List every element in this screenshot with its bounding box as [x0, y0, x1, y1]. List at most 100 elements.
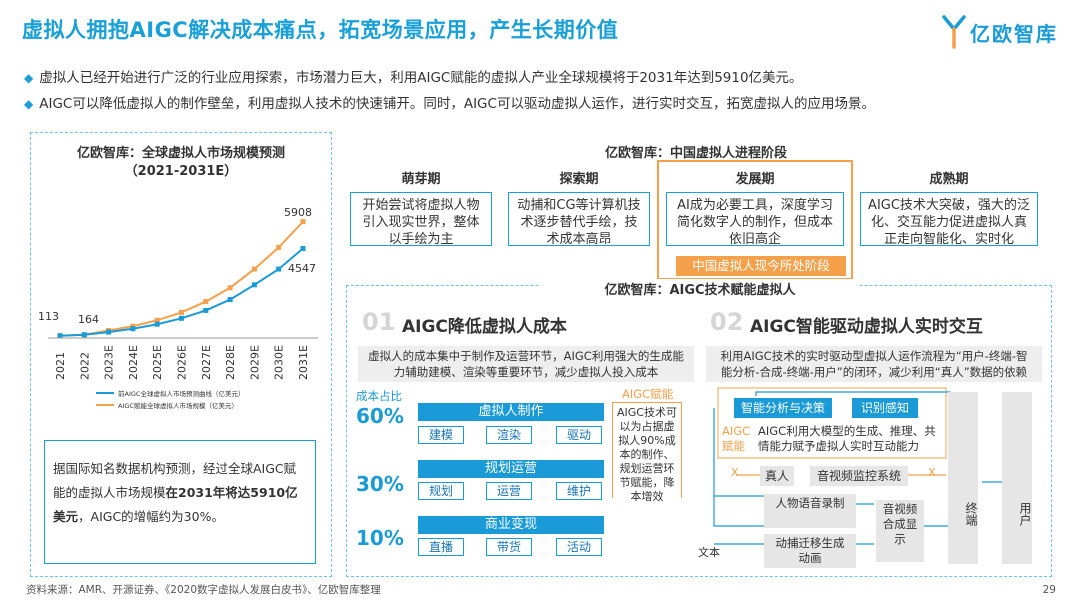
legend-orange: AIGC赋能全球虚拟人市场规模（亿美元）: [118, 401, 238, 410]
row-operation: 规划运营: [418, 460, 604, 478]
aigc-empower-text: AIGC利用大模型的生成、推理、共情能力赋予虚拟人实时互动能力: [758, 424, 936, 453]
tag-driving: 驱动: [556, 426, 602, 444]
cost-heading: AIGC降低虚拟人成本: [402, 317, 567, 337]
empower-bracket: [612, 402, 682, 498]
legend-blue: 前AIGC全球虚拟人市场预测曲线（亿美元）: [118, 389, 244, 398]
series-0-point-2031E: [300, 245, 306, 251]
x-tick-2021: 2021: [54, 352, 67, 380]
stage-desc-1: 开始尝试将虚拟人物引入现实世界，整体以手绘为主: [350, 192, 492, 247]
page-number: 29: [1042, 584, 1056, 596]
chart-title: 亿欧智库：全球虚拟人市场规模预测: [76, 146, 285, 161]
chart-subtitle: （2021-2031E）: [124, 164, 238, 179]
av-compose-box: 音视频合成显示: [876, 500, 924, 562]
forecast-note: 据国际知名数据机构预测，经过全球AIGC赋能的虚拟人市场规模在2031年将达59…: [44, 440, 316, 564]
motion-box: 动捕迁移生成动画: [764, 534, 856, 568]
user-box: 用户: [1002, 392, 1032, 564]
series-1-point-2028E: [227, 285, 233, 291]
current-stage-label: 中国虚拟人现今所处阶段: [676, 256, 846, 276]
x-tick-2029E: 2029E: [248, 345, 261, 380]
bullet-1: ◆ 虚拟人已经开始进行广泛的行业应用探索，市场潜力巨大，利用AIGC赋能的虚拟人产…: [24, 70, 803, 86]
flow-left: [713, 408, 764, 527]
real-person-box: 真人: [760, 466, 794, 486]
interact-desc: 利用AIGC技术的实时驱动型虚拟人运作流程为“用户-终端-智能分析-合成-终端-…: [706, 346, 1042, 382]
aigc-frame: [717, 387, 947, 459]
stage-name-2: 探索期: [559, 172, 599, 187]
label-5908: 5908: [284, 206, 312, 219]
tag-modeling: 建模: [418, 426, 464, 444]
logo-text: 亿欧智库: [970, 21, 1058, 46]
row-production: 虚拟人制作: [418, 403, 604, 421]
page-title: 虚拟人拥抱AIGC解决成本痛点，拓宽场景应用，产生长期价值: [22, 18, 619, 42]
x-tick-2025E: 2025E: [151, 345, 164, 380]
diamond-icon: ◆: [24, 71, 34, 85]
stage-name-1: 萌芽期: [401, 172, 441, 187]
av-monitor-box: 音视频监控系统: [810, 466, 908, 486]
x-tick-2022: 2022: [78, 352, 91, 380]
series-0-point-2021: [57, 333, 63, 339]
tag-rendering: 渲染: [486, 426, 532, 444]
series-0-point-2024E: [130, 326, 136, 332]
label-164: 164: [78, 313, 99, 326]
legend: 前AIGC全球虚拟人市场预测曲线（亿美元） AIGC赋能全球虚拟人市场规模（亿美…: [96, 389, 244, 410]
tag-planning: 规划: [418, 482, 464, 500]
pct-10: 10%: [356, 526, 404, 550]
stage-desc-2: 动捕和CG等计算机技术逐步替代手绘，技术成本高昂: [508, 192, 650, 247]
pct-30: 30%: [356, 472, 404, 496]
x-tick-2027E: 2027E: [200, 345, 213, 380]
pct-60: 60%: [356, 404, 404, 428]
stages-title: 亿欧智库：中国虚拟人进程阶段: [604, 146, 787, 161]
x-mark-left: X: [731, 466, 739, 479]
x-tick-2028E: 2028E: [224, 345, 237, 380]
tag-operating: 运营: [486, 482, 532, 500]
stage-name-3: 发展期: [735, 172, 775, 187]
series-0-point-2030E: [276, 266, 282, 272]
tag-sales: 带货: [486, 538, 532, 556]
x-tick-2024E: 2024E: [127, 345, 140, 380]
stage-desc-3: AI成为必要工具，深度学习简化数字人的制作，但成本依旧高企: [666, 192, 844, 247]
aigc-title: 亿欧智库：AIGC技术赋能虚拟人: [540, 279, 860, 298]
empower-label: AIGC赋能: [622, 387, 674, 401]
row-monetize: 商业变现: [418, 516, 604, 534]
tag-livestream: 直播: [418, 538, 464, 556]
aigc-empower-label: AIGC赋能: [722, 424, 751, 453]
tag-events: 活动: [556, 538, 602, 556]
series-1-point-2031E: [300, 219, 306, 225]
interaction-flow-lines: [713, 387, 1002, 545]
flow-compose: [856, 503, 874, 545]
series-0-point-2028E: [227, 297, 233, 303]
series-1-point-2027E: [203, 299, 209, 305]
series-0-point-2023E: [106, 329, 112, 335]
series-0-point-2025E: [154, 321, 160, 327]
x-tick-2023E: 2023E: [103, 345, 116, 380]
x-tick-2026E: 2026E: [176, 345, 189, 380]
x-tick-2031E: 2031E: [297, 345, 310, 380]
series-1-point-2029E: [251, 266, 257, 272]
market-line-chart: 2021 2022 2023E 2024E 2025E 2026E 2027E 2028E 20…: [38, 206, 318, 410]
empower-text: AIGC技术可以为占据虚拟人90%成本的制作、规划运营环节赋能，降本增效: [617, 406, 677, 503]
series-0-point-2029E: [251, 282, 257, 288]
section-num-02: 02: [710, 308, 744, 336]
source-note: 资料来源：AMR、开源证券、《2020数字虚拟人发展白皮书》、亿欧智库整理: [26, 584, 381, 596]
diamond-icon: ◆: [24, 97, 34, 111]
voice-box: 人物语音录制: [764, 494, 856, 528]
interact-heading: AIGC智能驱动虚拟人实时交互: [750, 317, 983, 337]
analysis-box: 智能分析与决策: [734, 398, 832, 418]
cost-ratio-label: 成本占比: [356, 389, 402, 403]
x-tick-2030E: 2030E: [273, 345, 286, 380]
yiou-logo-icon: [942, 15, 966, 49]
logo: 亿欧智库: [942, 14, 1058, 50]
bullet-2: ◆ AIGC可以降低虚拟人的制作壁垒，利用虚拟人技术的快速铺开。同时，AIGC可以…: [24, 96, 875, 112]
series-1-point-2025E: [154, 317, 160, 323]
x-mark-right: X: [928, 466, 936, 479]
series-1-point-2024E: [130, 323, 136, 329]
series-0-point-2026E: [179, 315, 184, 321]
label-4547: 4547: [288, 262, 316, 275]
terminal-box: 终端: [948, 392, 978, 564]
series-1-point-2026E: [179, 309, 184, 315]
tag-maintenance: 维护: [556, 482, 602, 500]
series-0-point-2027E: [203, 307, 209, 313]
market-chart-panel: [30, 132, 332, 577]
text-label: 文本: [698, 546, 720, 559]
section-num-01: 01: [362, 308, 396, 336]
stage-desc-4: AIGC技术大突破，强大的泛化、交互能力促进虚拟人真正走向智能化、实时化: [860, 192, 1038, 247]
